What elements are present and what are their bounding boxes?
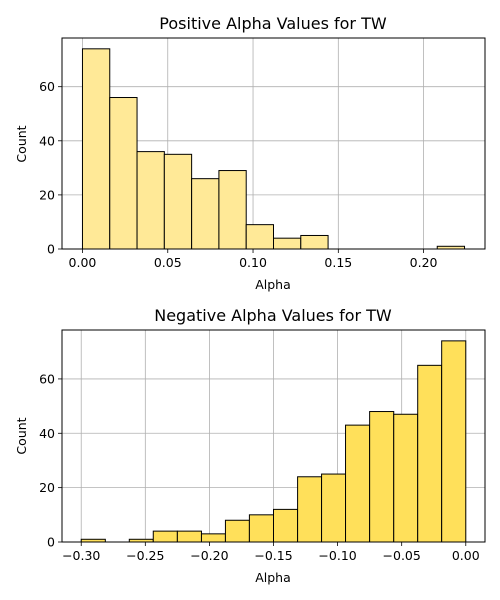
histogram-bar: [152, 530, 178, 543]
y-axis-label: Count: [14, 125, 29, 162]
histogram-bar: [345, 424, 371, 543]
histogram-bar: [297, 476, 323, 543]
y-axis-ticks: 0 20 40 60: [39, 79, 62, 257]
histogram-bar: [441, 340, 467, 543]
chart-positive-alpha: Positive Alpha Values for TW 0.00 0.05 0.1…: [14, 14, 486, 292]
histogram-bar: [176, 530, 202, 543]
y-axis-label: Count: [14, 417, 29, 454]
x-tick-label: 0.20: [410, 255, 438, 270]
histogram-bar: [191, 178, 220, 250]
histogram-bar: [163, 153, 193, 250]
x-tick-label: 0.00: [69, 255, 97, 270]
x-axis-label: Alpha: [255, 570, 291, 585]
histogram-bar: [109, 97, 138, 250]
histogram-bar: [136, 151, 165, 250]
x-tick-label: −0.20: [190, 548, 228, 563]
y-tick-label: 40: [39, 133, 55, 148]
x-tick-label: −0.05: [383, 548, 421, 563]
y-tick-label: 0: [47, 242, 55, 257]
y-tick-label: 20: [39, 480, 55, 495]
histogram-bar: [321, 473, 347, 543]
y-tick-label: 20: [39, 187, 55, 202]
histogram-bar: [300, 234, 329, 250]
x-tick-label: −0.10: [318, 548, 356, 563]
x-axis-ticks: −0.30 −0.25 −0.20 −0.15 −0.10 −0.05 0.00: [62, 542, 480, 563]
histogram-bar: [417, 364, 443, 543]
x-tick-label: −0.15: [254, 548, 292, 563]
histogram-bar: [273, 508, 299, 543]
y-tick-label: 40: [39, 426, 55, 441]
bars: [80, 340, 467, 543]
x-tick-label: 0.05: [154, 255, 182, 270]
histogram-bar: [81, 48, 111, 250]
x-axis-label: Alpha: [255, 277, 291, 292]
chart-negative-alpha: Negative Alpha Values for TW −0.30 −0.25−…: [14, 306, 486, 585]
x-tick-label: −0.25: [126, 548, 164, 563]
bars: [81, 48, 466, 250]
y-tick-label: 0: [47, 535, 55, 550]
x-tick-label: −0.30: [62, 548, 100, 563]
histogram-bar: [369, 411, 395, 543]
histogram-bar: [245, 224, 274, 250]
chart-title: Positive Alpha Values for TW: [159, 14, 387, 33]
x-tick-label: 0.00: [452, 548, 480, 563]
x-tick-label: 0.10: [239, 255, 267, 270]
x-axis-ticks: 0.00 0.05 0.10 0.15 0.20: [69, 249, 438, 270]
x-tick-label: 0.15: [324, 255, 352, 270]
y-axis-ticks: 0 20 40 60: [39, 371, 62, 550]
histogram-bar: [200, 533, 226, 543]
histogram-bar: [218, 170, 247, 250]
y-tick-label: 60: [39, 79, 55, 94]
chart-title: Negative Alpha Values for TW: [154, 306, 392, 325]
plot-frame: [61, 37, 486, 250]
histogram-bar: [224, 519, 250, 543]
histogram-bar: [393, 413, 419, 543]
histogram-bar: [248, 514, 275, 543]
y-tick-label: 60: [39, 371, 55, 386]
histogram-bar: [273, 237, 302, 250]
